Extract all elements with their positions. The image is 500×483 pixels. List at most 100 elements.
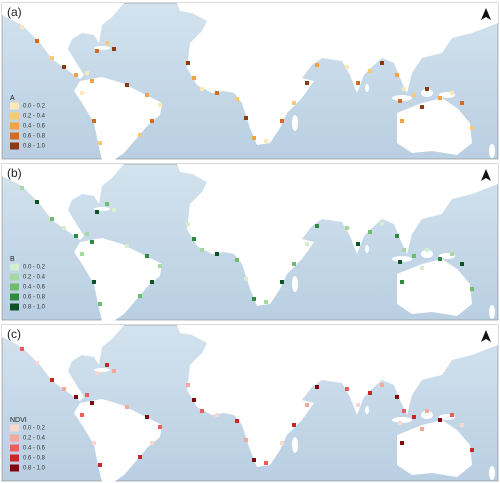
coast-cell — [420, 427, 424, 431]
coast-cell — [92, 441, 96, 445]
coast-cell — [95, 371, 99, 375]
coast-cell — [315, 224, 319, 228]
coast-cell — [138, 133, 142, 137]
land — [74, 399, 162, 482]
legend-label: 0.8 - 1.0 — [23, 305, 46, 311]
island — [392, 95, 412, 101]
coast-cell — [145, 254, 149, 258]
legend-swatch — [10, 112, 19, 120]
coast-cell — [460, 423, 464, 427]
coast-cell — [252, 458, 256, 462]
legend-swatch — [10, 142, 19, 150]
island — [292, 276, 298, 292]
coast-cell — [252, 297, 256, 301]
legend-swatch — [10, 424, 19, 432]
map-panel: (b) B 0.0 - 0.2 0.2 - 0.4 0.4 - 0.6 0.6 - 0.8… — [1, 163, 499, 321]
coast-cell — [292, 262, 296, 266]
legend-label: 0.6 - 0.8 — [23, 456, 46, 462]
land — [2, 164, 124, 240]
coast-cell — [400, 119, 404, 123]
legend-swatch — [10, 444, 19, 452]
land — [2, 325, 124, 401]
coast-cell — [80, 413, 84, 417]
north-arrow — [481, 169, 491, 181]
coast-cell — [470, 287, 474, 291]
legend-swatch — [10, 122, 19, 130]
coast-cell — [412, 254, 416, 258]
coast-cell — [402, 409, 406, 413]
coast-cell — [92, 119, 96, 123]
legend-label: 0.4 - 0.6 — [23, 285, 46, 291]
coast-cell — [280, 119, 284, 123]
panel-label: (a) — [7, 5, 22, 19]
coast-cell — [345, 226, 349, 230]
coast-cell — [186, 222, 190, 226]
coast-cell — [470, 448, 474, 452]
coast-cell — [74, 234, 78, 238]
coast-cell — [356, 403, 360, 407]
coast-cell — [380, 222, 384, 226]
coast-cell — [125, 405, 129, 409]
coast-cell — [305, 242, 309, 246]
coast-cell — [215, 91, 219, 95]
legend-label: 0.4 - 0.6 — [23, 124, 46, 130]
legend-label: 0.6 - 0.8 — [23, 134, 46, 140]
coast-cell — [80, 252, 84, 256]
coast-cell — [62, 226, 66, 230]
coast-cell — [398, 260, 402, 264]
island — [421, 411, 433, 419]
coast-cell — [186, 61, 190, 65]
coast-cell — [105, 363, 109, 367]
legend-swatch — [10, 283, 19, 291]
coast-cell — [145, 415, 149, 419]
coast-cell — [380, 383, 384, 387]
coast-cell — [90, 401, 94, 405]
map-panel: (a) A 0.0 - 0.2 0.2 - 0.4 0.4 - 0.6 0.6 - 0.8… — [1, 2, 499, 160]
legend-label: 0.0 - 0.2 — [23, 426, 46, 432]
coast-cell — [412, 415, 416, 419]
coast-cell — [50, 56, 54, 60]
coast-cell — [138, 455, 142, 459]
island — [489, 144, 495, 158]
coast-cell — [150, 119, 154, 123]
coast-cell — [395, 73, 399, 77]
island — [292, 437, 298, 453]
coast-cell — [400, 441, 404, 445]
coast-cell — [280, 280, 284, 284]
coast-cell — [112, 47, 116, 51]
coast-cell — [235, 258, 239, 262]
coast-cell — [235, 97, 239, 101]
coast-cell — [356, 81, 360, 85]
coast-cell — [35, 200, 39, 204]
legend-swatch — [10, 273, 19, 281]
coast-cell — [380, 61, 384, 65]
land — [74, 77, 162, 160]
coast-cell — [315, 385, 319, 389]
coast-cell — [305, 81, 309, 85]
coast-cell — [138, 294, 142, 298]
coast-cell — [85, 393, 89, 397]
legend-swatch — [10, 263, 19, 271]
land — [397, 98, 472, 155]
island — [392, 256, 412, 262]
coast-cell — [280, 441, 284, 445]
coast-cell — [105, 41, 109, 45]
map-panel: (c) NDVI 0.0 - 0.2 0.2 - 0.4 0.4 - 0.6 0.6 - … — [1, 324, 499, 482]
coast-cell — [215, 252, 219, 256]
legend-title: B — [10, 256, 15, 263]
coast-cell — [192, 237, 196, 241]
island — [365, 245, 369, 253]
coast-cell — [470, 126, 474, 130]
legend-swatch — [10, 434, 19, 442]
coast-cell — [356, 242, 360, 246]
coast-cell — [50, 217, 54, 221]
legend-label: 0.0 - 0.2 — [23, 265, 46, 271]
coast-cell — [460, 262, 464, 266]
island — [421, 89, 433, 97]
coast-cell — [400, 280, 404, 284]
coast-cell — [125, 83, 129, 87]
coast-cell — [460, 101, 464, 105]
coast-cell — [158, 264, 162, 268]
coast-cell — [90, 79, 94, 83]
